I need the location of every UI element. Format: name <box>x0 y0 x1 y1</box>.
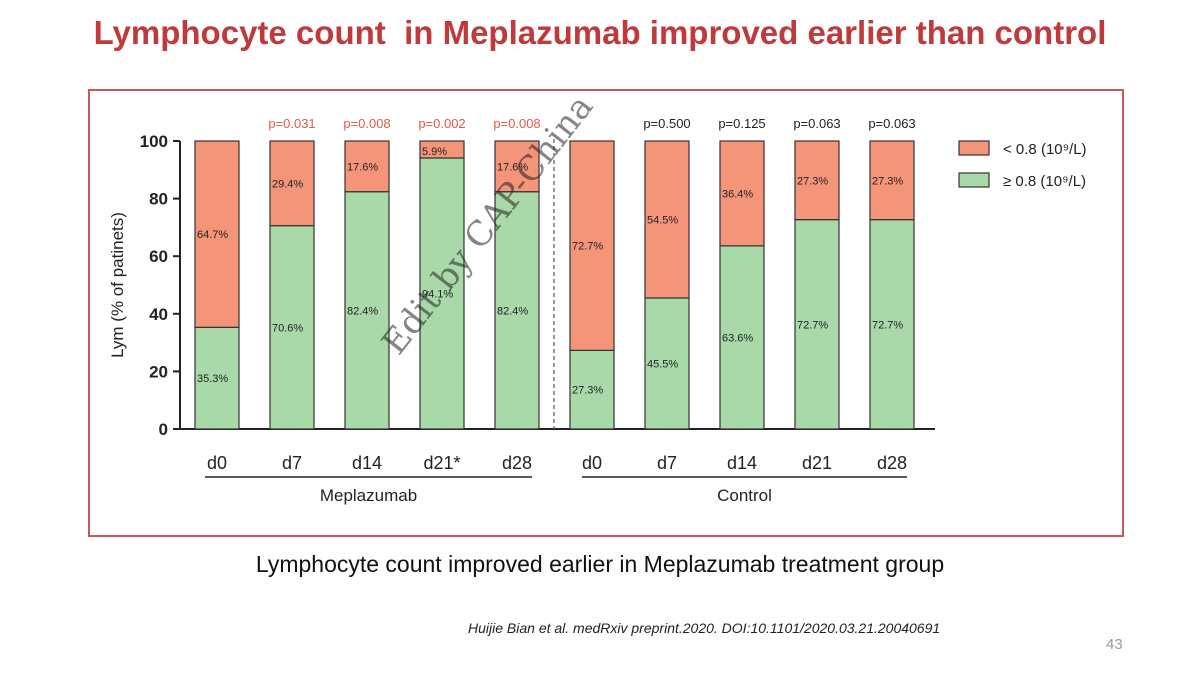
low-segment-label: 17.6% <box>497 161 528 173</box>
bar-low-segment <box>869 140 915 221</box>
high-segment-label: 45.5% <box>647 358 678 370</box>
y-tick-label: 80 <box>149 190 168 209</box>
group-name-label: Meplazumab <box>320 486 417 505</box>
bar-high-segment <box>869 219 915 430</box>
p-value-label: p=0.125 <box>718 116 765 131</box>
slide-title: Lymphocyte count in Meplazumab improved … <box>93 14 1107 51</box>
y-axis-label: Lym (% of patinets) <box>108 212 127 358</box>
low-segment-label: 36.4% <box>722 188 753 200</box>
y-tick-label: 40 <box>149 305 168 324</box>
high-segment-label: 63.6% <box>722 332 753 344</box>
x-tick-label: d0 <box>582 453 602 473</box>
bar-low-segment <box>269 140 315 227</box>
y-tick-label: 100 <box>140 132 168 151</box>
p-value-label: p=0.002 <box>418 116 465 131</box>
bar-low-segment <box>194 140 240 328</box>
group-name-label: Control <box>717 486 772 505</box>
y-tick-label: 0 <box>159 420 168 439</box>
x-tick-label: d0 <box>207 453 227 473</box>
bar-low-segment <box>719 140 765 247</box>
high-segment-label: 72.7% <box>797 319 828 331</box>
stacked-bar-chart: 0 20 40 60 80 100 Lym (% of patinets) 64.7% 35.3… <box>108 116 1087 505</box>
chart-frame: 0 20 40 60 80 100 Lym (% of patinets) 64.7% 35.3… <box>88 89 1124 537</box>
high-segment-label: 27.3% <box>572 385 603 397</box>
bar-low-segment <box>794 140 840 221</box>
low-segment-label: 29.4% <box>272 178 303 190</box>
bar-high-segment <box>569 349 615 430</box>
low-segment-label: 27.3% <box>797 175 828 187</box>
bar-high-segment <box>794 219 840 430</box>
bar-low-segment <box>419 140 465 159</box>
x-tick-label: d28 <box>877 453 907 473</box>
y-tick-label: 20 <box>149 362 168 381</box>
high-segment-label: 94.1% <box>422 288 453 300</box>
bar-low-segment <box>644 140 690 299</box>
bar-low-segment <box>569 140 615 351</box>
p-value-label: p=0.063 <box>868 116 915 131</box>
legend-swatch <box>958 140 990 156</box>
chart-caption: Lymphocyte count improved earlier in Mep… <box>255 551 945 577</box>
high-segment-label: 82.4% <box>347 305 378 317</box>
bar-high-segment <box>494 191 540 430</box>
legend-label: < 0.8 (10⁹/L) <box>1003 141 1087 158</box>
x-tick-label: d28 <box>502 453 532 473</box>
high-segment-label: 82.4% <box>497 305 528 317</box>
high-segment-label: 72.7% <box>872 319 903 331</box>
high-segment-label: 35.3% <box>197 373 228 385</box>
bar-high-segment <box>269 225 315 430</box>
y-tick-label: 60 <box>149 247 168 266</box>
x-tick-label: d14 <box>727 453 757 473</box>
x-tick-label: d14 <box>352 453 382 473</box>
page-number: 43 <box>1106 636 1123 653</box>
bar-low-segment <box>344 140 390 193</box>
low-segment-label: 5.9% <box>422 146 447 158</box>
x-tick-label: d7 <box>657 453 677 473</box>
citation: Huijie Bian et al. medRxiv preprint.2020… <box>468 620 941 636</box>
bar-high-segment <box>194 326 240 430</box>
low-segment-label: 17.6% <box>347 161 378 173</box>
bar-low-segment <box>494 140 540 193</box>
p-value-label: p=0.008 <box>493 116 540 131</box>
p-value-label: p=0.063 <box>793 116 840 131</box>
high-segment-label: 70.6% <box>272 322 303 334</box>
low-segment-label: 54.5% <box>647 214 678 226</box>
low-segment-label: 72.7% <box>572 241 603 253</box>
bar-high-segment <box>344 191 390 430</box>
x-tick-label: d21* <box>423 453 460 473</box>
legend-swatch <box>958 172 990 188</box>
p-value-label: p=0.008 <box>343 116 390 131</box>
bar-high-segment <box>644 297 690 430</box>
x-tick-label: d7 <box>282 453 302 473</box>
p-value-label: p=0.031 <box>268 116 315 131</box>
legend-label: ≥ 0.8 (10⁹/L) <box>1003 173 1086 190</box>
p-value-label: p=0.500 <box>643 116 690 131</box>
low-segment-label: 27.3% <box>872 175 903 187</box>
low-segment-label: 64.7% <box>197 229 228 241</box>
x-tick-label: d21 <box>802 453 832 473</box>
